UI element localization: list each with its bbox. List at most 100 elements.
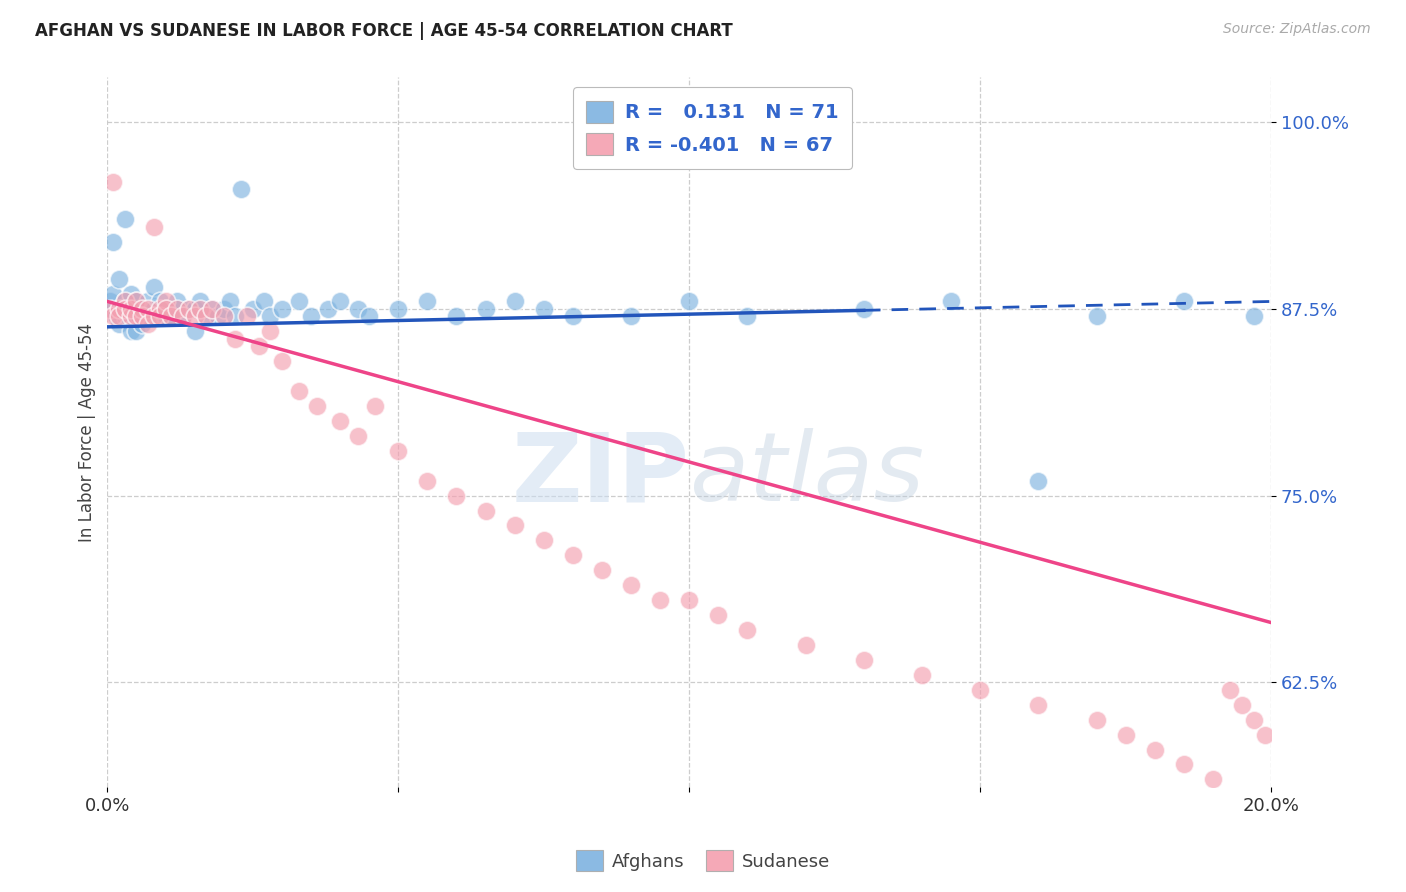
- Point: [166, 301, 188, 316]
- Point: [678, 294, 700, 309]
- Point: [177, 301, 200, 316]
- Point: [103, 175, 125, 189]
- Point: [149, 294, 172, 309]
- Point: [259, 324, 281, 338]
- Point: [114, 301, 136, 316]
- Point: [190, 294, 212, 309]
- Point: [183, 324, 205, 338]
- Point: [1085, 310, 1108, 324]
- Point: [201, 301, 224, 316]
- Point: [212, 301, 235, 316]
- Point: [195, 310, 218, 324]
- Point: [561, 549, 583, 563]
- Text: atlas: atlas: [689, 428, 924, 521]
- Point: [103, 287, 125, 301]
- Point: [1085, 713, 1108, 727]
- Point: [852, 301, 875, 316]
- Y-axis label: In Labor Force | Age 45-54: In Labor Force | Age 45-54: [79, 323, 96, 541]
- Point: [1115, 728, 1137, 742]
- Point: [136, 317, 159, 331]
- Point: [117, 310, 139, 324]
- Point: [98, 301, 121, 316]
- Point: [416, 474, 439, 488]
- Point: [561, 310, 583, 324]
- Point: [183, 310, 205, 324]
- Point: [416, 294, 439, 309]
- Point: [737, 623, 759, 637]
- Point: [120, 310, 142, 324]
- Point: [852, 653, 875, 667]
- Point: [1254, 728, 1277, 742]
- Point: [149, 301, 172, 316]
- Point: [346, 429, 368, 443]
- Point: [108, 301, 131, 316]
- Text: Source: ZipAtlas.com: Source: ZipAtlas.com: [1223, 22, 1371, 37]
- Point: [446, 489, 468, 503]
- Point: [136, 301, 159, 316]
- Point: [387, 443, 409, 458]
- Point: [318, 301, 340, 316]
- Point: [1243, 713, 1265, 727]
- Point: [503, 294, 526, 309]
- Point: [131, 301, 153, 316]
- Point: [136, 294, 159, 309]
- Point: [707, 608, 730, 623]
- Point: [108, 310, 131, 324]
- Point: [120, 287, 142, 301]
- Point: [247, 339, 270, 353]
- Point: [1028, 474, 1050, 488]
- Point: [125, 294, 148, 309]
- Point: [236, 310, 259, 324]
- Point: [212, 310, 235, 324]
- Point: [108, 272, 131, 286]
- Point: [288, 294, 311, 309]
- Point: [103, 301, 125, 316]
- Point: [620, 578, 643, 592]
- Point: [105, 310, 128, 324]
- Point: [794, 638, 817, 652]
- Point: [969, 682, 991, 697]
- Point: [1028, 698, 1050, 712]
- Point: [346, 301, 368, 316]
- Point: [108, 301, 131, 316]
- Point: [155, 310, 177, 324]
- Point: [911, 668, 934, 682]
- Point: [142, 310, 165, 324]
- Point: [142, 301, 165, 316]
- Point: [114, 212, 136, 227]
- Point: [1173, 294, 1195, 309]
- Point: [190, 301, 212, 316]
- Point: [128, 310, 150, 324]
- Legend: Afghans, Sudanese: Afghans, Sudanese: [568, 843, 838, 879]
- Point: [288, 384, 311, 398]
- Text: ZIP: ZIP: [512, 428, 689, 521]
- Point: [131, 301, 153, 316]
- Point: [166, 301, 188, 316]
- Point: [1230, 698, 1253, 712]
- Point: [131, 317, 153, 331]
- Point: [271, 354, 294, 368]
- Point: [120, 324, 142, 338]
- Point: [155, 301, 177, 316]
- Point: [125, 294, 148, 309]
- Point: [329, 294, 352, 309]
- Point: [224, 332, 246, 346]
- Point: [218, 294, 240, 309]
- Point: [149, 310, 172, 324]
- Point: [172, 310, 194, 324]
- Point: [201, 301, 224, 316]
- Point: [142, 219, 165, 234]
- Point: [1143, 742, 1166, 756]
- Point: [305, 399, 328, 413]
- Point: [131, 310, 153, 324]
- Point: [271, 301, 294, 316]
- Point: [1243, 310, 1265, 324]
- Point: [125, 301, 148, 316]
- Point: [114, 294, 136, 309]
- Point: [114, 310, 136, 324]
- Point: [103, 235, 125, 249]
- Legend: R =   0.131   N = 71, R = -0.401   N = 67: R = 0.131 N = 71, R = -0.401 N = 67: [572, 87, 852, 169]
- Point: [591, 563, 613, 577]
- Point: [446, 310, 468, 324]
- Point: [172, 310, 194, 324]
